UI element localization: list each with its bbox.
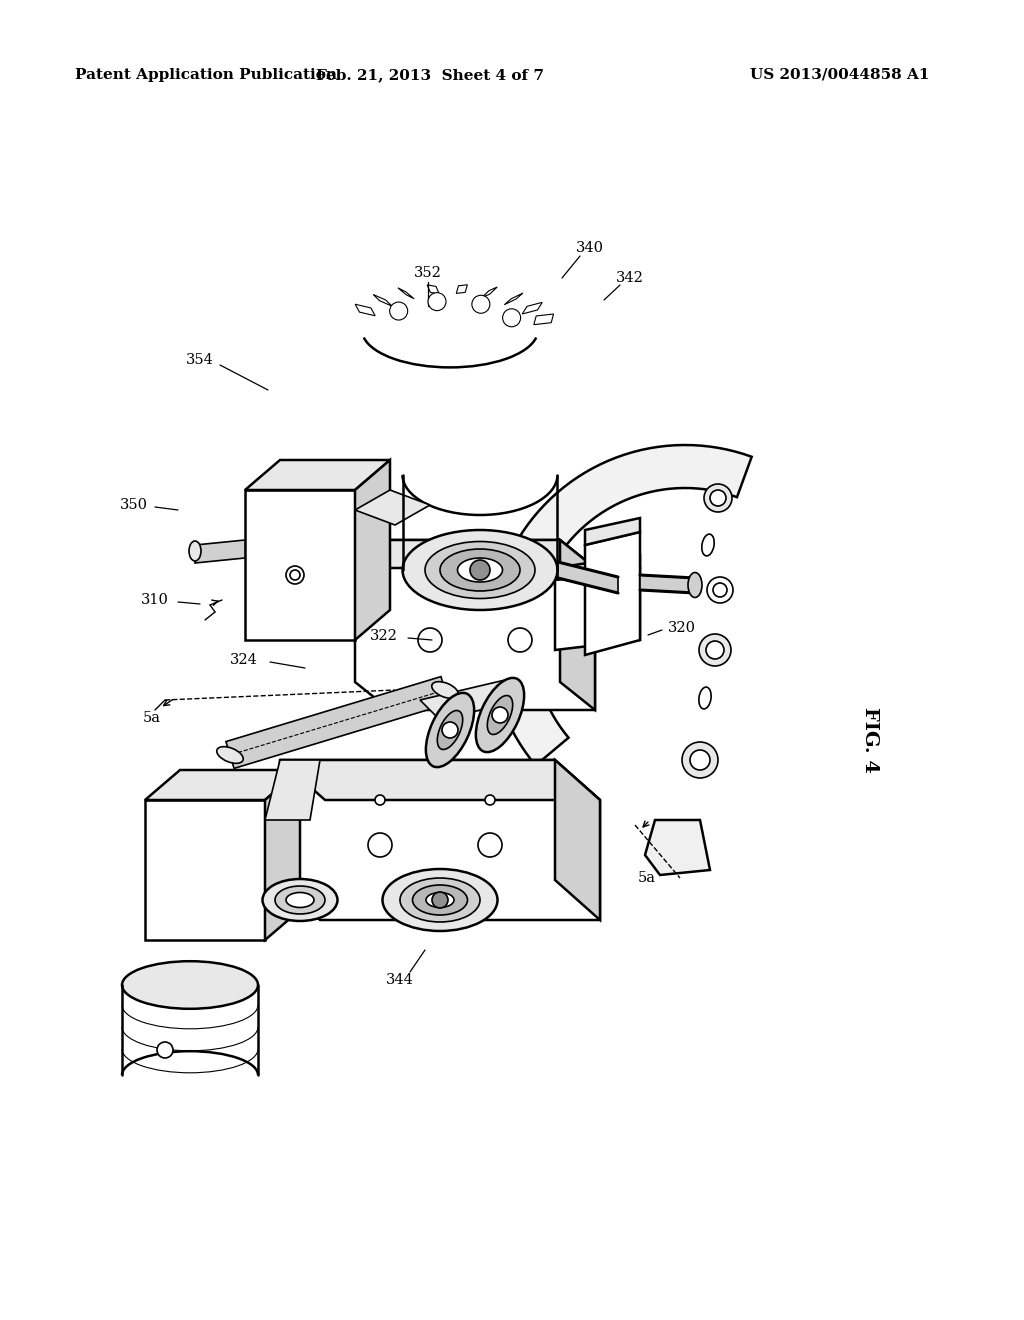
Polygon shape [555,568,640,649]
Circle shape [432,892,449,908]
Circle shape [706,642,724,659]
Text: FIG. 4: FIG. 4 [861,708,879,774]
Ellipse shape [217,747,244,763]
Polygon shape [265,760,319,820]
Circle shape [492,708,508,723]
Ellipse shape [440,549,520,591]
Polygon shape [275,760,600,920]
Text: Patent Application Publication: Patent Application Publication [75,69,337,82]
Polygon shape [427,285,439,294]
Polygon shape [355,459,390,640]
Polygon shape [640,576,695,593]
Polygon shape [245,490,355,640]
Text: 354: 354 [186,352,214,367]
Polygon shape [265,770,300,940]
Ellipse shape [275,886,325,913]
Circle shape [375,795,385,805]
Circle shape [690,750,710,770]
Polygon shape [420,680,520,719]
Polygon shape [355,540,595,710]
Text: 344: 344 [386,973,414,987]
Polygon shape [245,459,390,490]
Polygon shape [355,540,595,568]
Circle shape [713,583,727,597]
Text: Feb. 21, 2013  Sheet 4 of 7: Feb. 21, 2013 Sheet 4 of 7 [316,69,544,82]
Circle shape [442,722,458,738]
Ellipse shape [701,535,714,556]
Polygon shape [457,285,467,293]
Circle shape [290,570,300,579]
Ellipse shape [400,878,480,921]
Ellipse shape [487,696,513,734]
Polygon shape [280,760,600,800]
Ellipse shape [262,879,338,921]
Polygon shape [555,554,640,579]
Ellipse shape [426,693,474,767]
Circle shape [710,490,726,506]
Polygon shape [534,314,554,325]
Text: US 2013/0044858 A1: US 2013/0044858 A1 [751,69,930,82]
Text: 5a: 5a [638,871,656,884]
Text: 5a: 5a [143,711,161,725]
Polygon shape [398,288,414,298]
Polygon shape [355,304,375,315]
Text: 324: 324 [230,653,258,667]
Circle shape [157,1041,173,1059]
Circle shape [485,795,495,805]
Text: 352: 352 [414,267,442,280]
Polygon shape [226,677,450,768]
Ellipse shape [698,688,711,709]
Ellipse shape [426,892,454,908]
Polygon shape [585,517,640,545]
Circle shape [514,583,526,597]
Circle shape [470,560,490,579]
Polygon shape [645,820,710,875]
Polygon shape [558,562,618,593]
Circle shape [418,628,442,652]
Circle shape [682,742,718,777]
Circle shape [478,833,502,857]
Ellipse shape [413,884,468,915]
Circle shape [286,566,304,583]
Ellipse shape [383,869,498,931]
Circle shape [424,583,436,597]
Polygon shape [145,800,265,940]
Ellipse shape [476,678,524,752]
Polygon shape [585,532,640,655]
Circle shape [472,296,489,313]
Ellipse shape [458,558,503,582]
Polygon shape [355,490,430,525]
Ellipse shape [286,892,314,908]
Circle shape [428,293,446,310]
Text: 342: 342 [616,271,644,285]
Circle shape [508,628,532,652]
Circle shape [699,634,731,667]
Circle shape [705,484,732,512]
Polygon shape [481,286,498,298]
Ellipse shape [425,541,535,598]
Polygon shape [522,302,543,314]
Polygon shape [145,770,300,800]
Text: 320: 320 [668,620,696,635]
Circle shape [503,309,520,327]
Ellipse shape [437,710,463,750]
Ellipse shape [688,573,702,598]
Polygon shape [195,540,245,564]
Text: 310: 310 [141,593,169,607]
Polygon shape [373,294,392,306]
Ellipse shape [432,681,459,698]
Circle shape [707,577,733,603]
Polygon shape [490,445,752,766]
Text: 350: 350 [120,498,148,512]
Circle shape [390,302,408,319]
Text: 340: 340 [575,242,604,255]
Ellipse shape [402,531,557,610]
Circle shape [368,833,392,857]
Text: 322: 322 [370,630,398,643]
Polygon shape [560,540,595,710]
Polygon shape [555,760,600,920]
Ellipse shape [189,541,201,561]
Ellipse shape [122,961,258,1008]
Polygon shape [505,293,523,305]
